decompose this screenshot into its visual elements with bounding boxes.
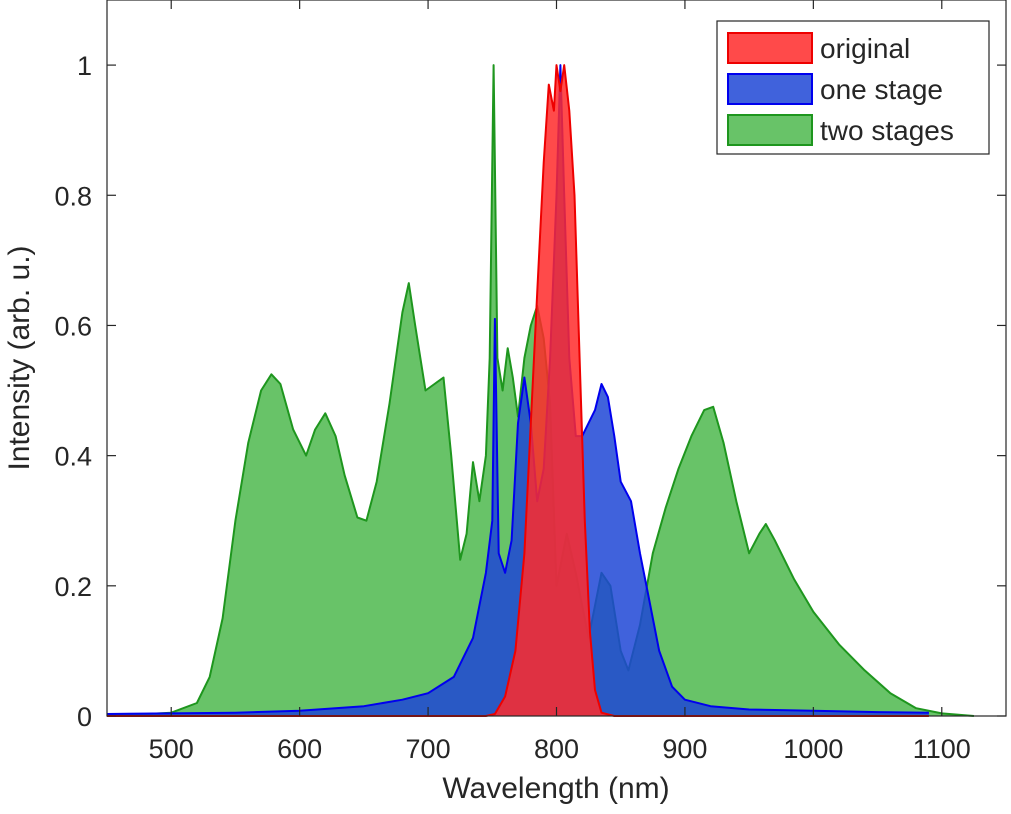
y-tick-label: 0.6 <box>54 311 92 341</box>
x-axis-ticks: 500 600 700 800 900 1000 1100 <box>149 0 971 764</box>
x-tick-label: 900 <box>662 734 707 764</box>
legend-label: two stages <box>820 115 954 146</box>
x-tick-label: 1000 <box>783 734 843 764</box>
series-line-original <box>107 64 929 717</box>
y-axis-label: Intensity (arb. u.) <box>3 245 36 470</box>
series-area-one-stage <box>107 65 929 717</box>
legend-label: one stage <box>820 74 943 105</box>
y-tick-label: 0.8 <box>54 181 92 211</box>
y-tick-label: 0.2 <box>54 572 92 602</box>
x-tick-label: 800 <box>534 734 579 764</box>
legend: original one stage two stages <box>716 20 990 155</box>
y-tick-label: 0.4 <box>54 442 92 472</box>
y-axis-ticks: 0 0.2 0.4 0.6 0.8 1 <box>54 51 1006 732</box>
x-tick-label: 600 <box>277 734 322 764</box>
y-tick-label: 1 <box>77 51 92 81</box>
x-tick-label: 500 <box>149 734 194 764</box>
legend-label: original <box>820 33 910 64</box>
x-tick-label: 700 <box>406 734 451 764</box>
legend-swatch <box>727 32 813 64</box>
x-axis-label: Wavelength (nm) <box>442 772 669 805</box>
x-tick-label: 1100 <box>913 734 971 764</box>
legend-swatch <box>727 114 813 146</box>
series-layer <box>106 64 974 717</box>
legend-swatch <box>727 73 813 105</box>
legend-items: original one stage two stages <box>727 32 954 146</box>
series-line-two-stages <box>106 64 974 717</box>
y-tick-label: 0 <box>77 702 92 732</box>
